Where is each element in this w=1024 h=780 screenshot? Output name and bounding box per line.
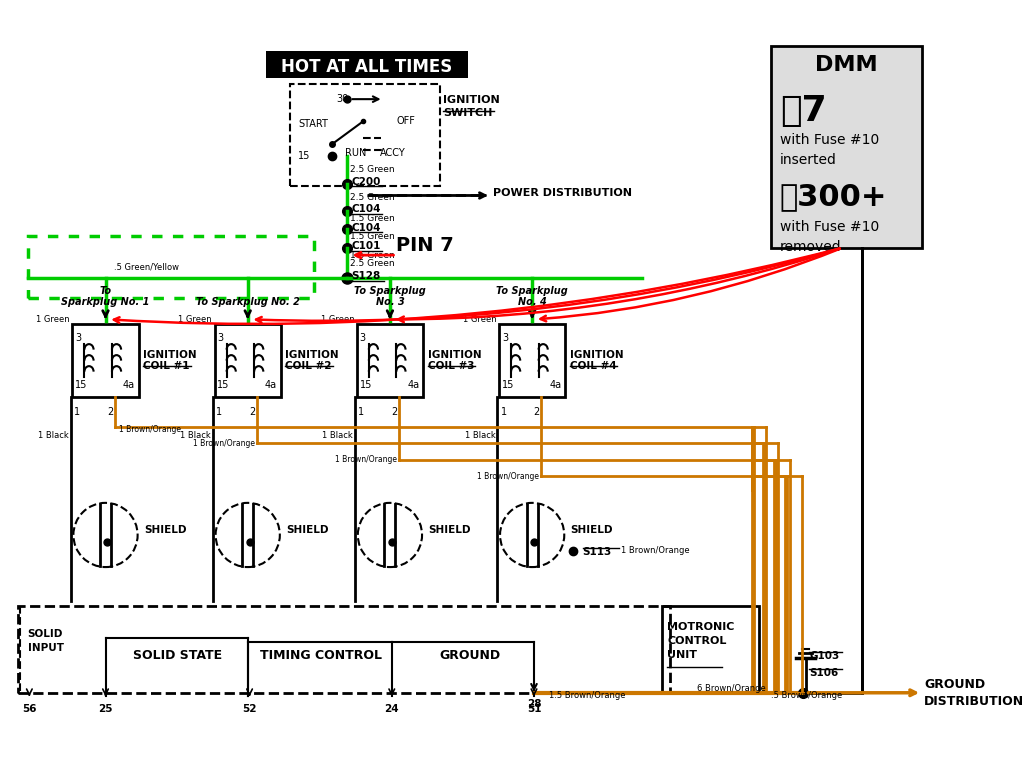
Text: 1 Black: 1 Black: [38, 431, 69, 441]
Text: 1: 1: [74, 406, 80, 417]
Text: 1 Brown/Orange: 1 Brown/Orange: [119, 425, 181, 434]
Text: SOLID STATE: SOLID STATE: [132, 649, 221, 661]
Text: 1 Black: 1 Black: [180, 431, 211, 441]
Text: 1.5 Green: 1.5 Green: [349, 250, 394, 260]
Text: 1 Brown/Orange: 1 Brown/Orange: [477, 472, 539, 480]
FancyBboxPatch shape: [73, 324, 138, 397]
Text: 4a: 4a: [408, 380, 419, 390]
FancyBboxPatch shape: [215, 324, 281, 397]
Text: 1 Brown/Orange: 1 Brown/Orange: [335, 456, 397, 464]
Text: IGNITION
COIL #3: IGNITION COIL #3: [428, 350, 481, 371]
FancyBboxPatch shape: [290, 83, 440, 186]
Text: OFF: OFF: [396, 116, 416, 126]
Text: SHIELD: SHIELD: [570, 526, 613, 535]
Text: 51: 51: [526, 704, 542, 714]
Text: 25: 25: [98, 704, 113, 714]
Text: 1: 1: [501, 406, 507, 417]
Text: SOLID
INPUT: SOLID INPUT: [28, 629, 63, 653]
Text: SHIELD: SHIELD: [428, 526, 471, 535]
Text: 24: 24: [384, 704, 399, 714]
Text: IGNITION
COIL #4: IGNITION COIL #4: [569, 350, 624, 371]
Text: 2.5 Green: 2.5 Green: [349, 259, 394, 268]
Text: 2: 2: [534, 406, 540, 417]
Text: 2.5 Green: 2.5 Green: [349, 193, 394, 202]
Text: ACCY: ACCY: [380, 148, 406, 158]
Text: HOT AT ALL TIMES: HOT AT ALL TIMES: [282, 58, 453, 76]
Text: 1 Black: 1 Black: [323, 431, 353, 441]
Text: 4a: 4a: [550, 380, 561, 390]
Text: ΢300+: ΢300+: [780, 182, 888, 211]
Text: 1: 1: [358, 406, 365, 417]
Text: 28: 28: [526, 700, 542, 709]
Text: C104: C104: [351, 204, 381, 215]
Text: MOTRONIC
CONTROL
UNIT: MOTRONIC CONTROL UNIT: [667, 622, 734, 660]
FancyBboxPatch shape: [771, 46, 922, 248]
Text: 4a: 4a: [265, 380, 278, 390]
Text: with Fuse #10
removed: with Fuse #10 removed: [780, 220, 880, 254]
Text: .5 Green/Yellow: .5 Green/Yellow: [115, 263, 179, 271]
Text: 1 Green: 1 Green: [463, 315, 497, 324]
Text: GROUND
DISTRIBUTION: GROUND DISTRIBUTION: [924, 678, 1024, 707]
Text: To Sparkplug
No. 3: To Sparkplug No. 3: [354, 285, 426, 307]
Text: IGNITION
COIL #2: IGNITION COIL #2: [286, 350, 339, 371]
Text: 1.5 Green: 1.5 Green: [349, 232, 394, 241]
Text: IGNITION
COIL #1: IGNITION COIL #1: [143, 350, 197, 371]
Text: 1 Black: 1 Black: [465, 431, 496, 441]
Text: GROUND: GROUND: [439, 649, 501, 661]
Text: 3: 3: [502, 333, 508, 343]
Text: 1.5 Brown/Orange: 1.5 Brown/Orange: [549, 691, 626, 700]
FancyBboxPatch shape: [266, 51, 468, 78]
Text: 2: 2: [391, 406, 397, 417]
Text: POWER DISTRIBUTION: POWER DISTRIBUTION: [493, 188, 632, 198]
Text: DMM: DMM: [815, 55, 878, 75]
Text: IGNITION
SWITCH: IGNITION SWITCH: [443, 94, 500, 118]
Text: RUN: RUN: [345, 148, 367, 158]
Text: 1 Green: 1 Green: [178, 315, 212, 324]
Text: 3: 3: [217, 333, 223, 343]
Text: 3: 3: [75, 333, 81, 343]
Text: S106: S106: [809, 668, 839, 678]
Text: SHIELD: SHIELD: [287, 526, 329, 535]
Text: To Sparkplug
No. 4: To Sparkplug No. 4: [497, 285, 568, 307]
Text: S113: S113: [583, 548, 612, 558]
Text: C104: C104: [351, 222, 381, 232]
Text: START: START: [298, 119, 328, 129]
Text: 1 Green: 1 Green: [321, 315, 354, 324]
Text: 15: 15: [502, 380, 514, 390]
Text: 1: 1: [216, 406, 222, 417]
Text: 15: 15: [217, 380, 229, 390]
Text: 30: 30: [336, 94, 348, 104]
Text: 15: 15: [359, 380, 372, 390]
FancyBboxPatch shape: [499, 324, 565, 397]
Text: 2: 2: [106, 406, 114, 417]
Text: 52: 52: [243, 704, 257, 714]
Text: .5 Brown/Orange: .5 Brown/Orange: [771, 691, 842, 700]
Text: C200: C200: [351, 177, 381, 186]
FancyBboxPatch shape: [357, 324, 423, 397]
Text: TIMING CONTROL: TIMING CONTROL: [260, 649, 382, 661]
Text: G103: G103: [809, 651, 840, 661]
Text: 2: 2: [249, 406, 255, 417]
Text: 1 Brown/Orange: 1 Brown/Orange: [622, 546, 690, 555]
Text: To
Sparkplug No. 1: To Sparkplug No. 1: [61, 285, 150, 307]
Text: 1 Brown/Orange: 1 Brown/Orange: [193, 438, 255, 448]
Text: 15: 15: [75, 380, 88, 390]
Text: 1.5 Green: 1.5 Green: [349, 214, 394, 223]
Text: 1 Green: 1 Green: [36, 315, 70, 324]
Text: ΢7: ΢7: [780, 94, 826, 128]
Text: 56: 56: [23, 704, 37, 714]
Text: PIN 7: PIN 7: [396, 236, 454, 256]
Text: C101: C101: [351, 241, 381, 251]
Text: 6 Brown/Orange: 6 Brown/Orange: [697, 683, 766, 693]
Text: 4a: 4a: [123, 380, 135, 390]
Text: 15: 15: [298, 151, 310, 161]
Text: 3: 3: [359, 333, 366, 343]
Text: with Fuse #10
inserted: with Fuse #10 inserted: [780, 133, 880, 167]
Text: S128: S128: [351, 271, 381, 282]
Text: To Sparkplug No. 2: To Sparkplug No. 2: [196, 297, 300, 307]
Text: SHIELD: SHIELD: [144, 526, 186, 535]
Text: 2.5 Green: 2.5 Green: [349, 165, 394, 174]
